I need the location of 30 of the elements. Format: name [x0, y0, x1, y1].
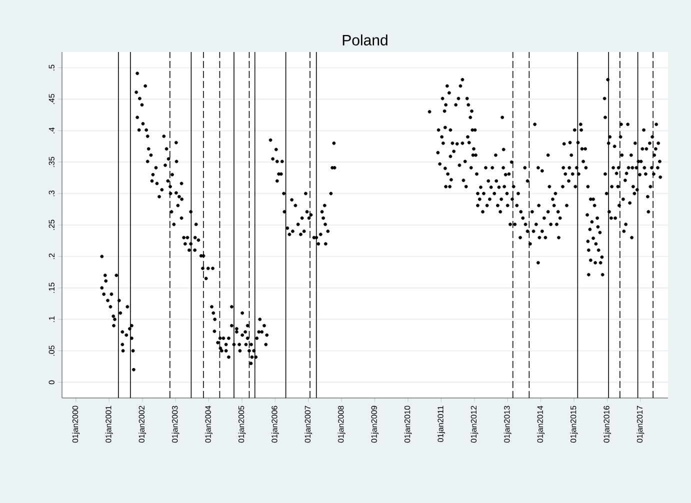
x-tick-label: 01jan2010	[404, 406, 412, 443]
x-tick-label: 01jan2015	[570, 406, 578, 443]
x-tick-label: 01jan2012	[470, 406, 478, 443]
x-tick-label: 01jan2016	[603, 406, 611, 443]
y-tick-label: .2	[48, 254, 54, 260]
x-tick-label: 01jan2002	[138, 406, 146, 443]
x-tick-label: 01jan2007	[304, 406, 312, 443]
y-tick-label: 0	[48, 380, 54, 384]
y-tick-label: .15	[48, 282, 54, 293]
x-tick-label: 01jan2009	[371, 406, 379, 443]
x-tick-label: 01jan2006	[271, 406, 279, 443]
x-tick-label: 01jan2003	[172, 406, 180, 443]
chart-title: Poland	[342, 34, 388, 46]
x-tick-label: 01jan2014	[537, 406, 545, 443]
x-tick-label: 01jan2005	[238, 406, 246, 443]
x-tick-label: 01jan2013	[504, 406, 512, 443]
x-tick-label: 01jan2001	[105, 406, 113, 443]
x-tick-label: 01jan2000	[72, 406, 80, 443]
y-tick-label: .3	[48, 190, 54, 196]
y-tick-label: .35	[48, 156, 54, 167]
x-tick-label: 01jan2004	[205, 406, 212, 443]
y-tick-label: .45	[48, 94, 54, 104]
x-tick-label: 01jan2008	[338, 406, 346, 443]
y-tick-label: .4	[48, 128, 54, 134]
y-tick-label: .1	[48, 316, 54, 322]
y-tick-label: .5	[48, 64, 54, 70]
y-tick-label: .25	[48, 220, 54, 230]
x-tick-label: 01jan2011	[437, 406, 445, 442]
x-tick-label: 01jan2017	[636, 406, 644, 443]
y-tick-label: .05	[48, 346, 54, 356]
